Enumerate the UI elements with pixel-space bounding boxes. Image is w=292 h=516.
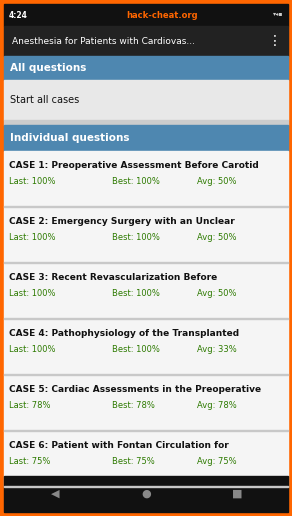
- Bar: [4, 318, 288, 319]
- Text: CASE 4: Pathophysiology of the Transplanted: CASE 4: Pathophysiology of the Transplan…: [9, 329, 239, 337]
- Text: Best: 100%: Best: 100%: [112, 346, 160, 354]
- Text: ◀: ◀: [51, 489, 59, 499]
- Bar: [4, 374, 288, 375]
- Bar: [4, 486, 288, 487]
- Bar: [4, 56, 288, 80]
- Text: Best: 78%: Best: 78%: [112, 401, 155, 411]
- Text: Best: 100%: Best: 100%: [112, 234, 160, 243]
- Text: Last: 78%: Last: 78%: [9, 401, 51, 411]
- Text: Best: 75%: Best: 75%: [112, 458, 155, 466]
- Text: Start all cases: Start all cases: [10, 95, 79, 105]
- Bar: [4, 151, 288, 207]
- Text: Best: 100%: Best: 100%: [112, 289, 160, 298]
- Text: Last: 75%: Last: 75%: [9, 458, 51, 466]
- Bar: [4, 375, 288, 431]
- Text: CASE 5: Cardiac Assessments in the Preoperative: CASE 5: Cardiac Assessments in the Preop…: [9, 384, 261, 394]
- Bar: [4, 206, 288, 207]
- Text: Avg: 50%: Avg: 50%: [197, 234, 237, 243]
- Bar: [4, 125, 288, 151]
- Text: CASE 6: Patient with Fontan Circulation for: CASE 6: Patient with Fontan Circulation …: [9, 441, 229, 449]
- Text: All questions: All questions: [10, 63, 86, 73]
- Text: Avg: 75%: Avg: 75%: [197, 458, 237, 466]
- Text: Last: 100%: Last: 100%: [9, 234, 55, 243]
- Bar: [4, 4, 288, 26]
- Text: Avg: 50%: Avg: 50%: [197, 178, 237, 186]
- Bar: [4, 80, 288, 120]
- Text: ■: ■: [232, 489, 242, 499]
- Text: Last: 100%: Last: 100%: [9, 289, 55, 298]
- Bar: [4, 120, 288, 125]
- Text: CASE 3: Recent Revascularization Before: CASE 3: Recent Revascularization Before: [9, 272, 217, 282]
- Text: 4:24: 4:24: [9, 10, 28, 20]
- Bar: [4, 430, 288, 431]
- Text: CASE 2: Emergency Surgery with an Unclear: CASE 2: Emergency Surgery with an Unclea…: [9, 217, 235, 225]
- Text: Anesthesia for Patients with Cardiovas...: Anesthesia for Patients with Cardiovas..…: [12, 37, 195, 45]
- Text: Avg: 78%: Avg: 78%: [197, 401, 237, 411]
- Text: Last: 100%: Last: 100%: [9, 346, 55, 354]
- Bar: [4, 431, 288, 487]
- Text: ⋮: ⋮: [268, 34, 282, 48]
- Text: hack-cheat.org: hack-cheat.org: [126, 10, 198, 20]
- Bar: [4, 207, 288, 263]
- Text: Individual questions: Individual questions: [10, 133, 129, 143]
- Bar: [4, 26, 288, 56]
- Text: Avg: 50%: Avg: 50%: [197, 289, 237, 298]
- Text: ●: ●: [141, 489, 151, 499]
- Text: Avg: 33%: Avg: 33%: [197, 346, 237, 354]
- Text: CASE 1: Preoperative Assessment Before Carotid: CASE 1: Preoperative Assessment Before C…: [9, 160, 259, 169]
- Text: ▾◂▪: ▾◂▪: [272, 12, 283, 18]
- Bar: [4, 262, 288, 263]
- Text: Best: 100%: Best: 100%: [112, 178, 160, 186]
- Bar: [4, 319, 288, 375]
- Bar: [4, 476, 288, 512]
- Bar: [4, 263, 288, 319]
- Text: Last: 100%: Last: 100%: [9, 178, 55, 186]
